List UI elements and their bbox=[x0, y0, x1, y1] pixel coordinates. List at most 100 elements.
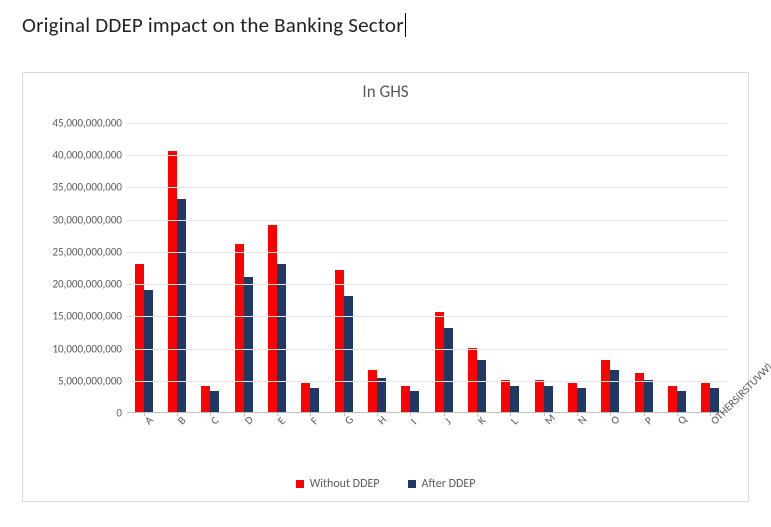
bar-layer: ABCDEFGHIJKLMNOPQOTHERS(RSTUVW) bbox=[127, 123, 727, 412]
x-axis-tick-label: J bbox=[442, 416, 454, 428]
legend: Without DDEP After DDEP bbox=[23, 477, 748, 491]
x-axis-tick bbox=[210, 412, 211, 416]
y-axis-tick-label: 15,000,000,000 bbox=[22, 310, 122, 323]
bar bbox=[268, 225, 277, 412]
x-axis-tick bbox=[577, 412, 578, 416]
legend-label-without-ddep: Without DDEP bbox=[310, 477, 380, 491]
x-axis-tick bbox=[277, 412, 278, 416]
gridline bbox=[127, 155, 727, 156]
y-axis-tick-label: 25,000,000,000 bbox=[22, 245, 122, 258]
x-axis-tick-label: E bbox=[275, 414, 288, 427]
x-axis-tick bbox=[344, 412, 345, 416]
bar-group: M bbox=[527, 380, 560, 412]
bar bbox=[344, 296, 353, 412]
x-axis-tick bbox=[644, 412, 645, 416]
bar bbox=[435, 312, 444, 412]
x-axis-tick bbox=[410, 412, 411, 416]
y-axis-tick-label: 0 bbox=[22, 407, 122, 420]
x-axis-tick bbox=[444, 412, 445, 416]
y-axis-tick-label: 5,000,000,000 bbox=[22, 374, 122, 387]
bar-group: G bbox=[327, 270, 360, 412]
bar bbox=[544, 386, 553, 412]
x-axis-tick bbox=[244, 412, 245, 416]
x-axis-tick bbox=[477, 412, 478, 416]
y-axis-tick-label: 45,000,000,000 bbox=[22, 117, 122, 130]
legend-swatch-without-ddep bbox=[296, 480, 304, 488]
x-axis-tick-label: F bbox=[308, 414, 321, 427]
x-axis-tick bbox=[710, 412, 711, 416]
bar bbox=[644, 380, 653, 412]
x-axis-tick-label: I bbox=[408, 416, 419, 427]
bar bbox=[701, 383, 710, 412]
y-axis-tick-label: 35,000,000,000 bbox=[22, 181, 122, 194]
bar-group: I bbox=[394, 386, 427, 412]
bar-group: O bbox=[594, 360, 627, 412]
bar-group: J bbox=[427, 312, 460, 412]
x-axis-tick bbox=[177, 412, 178, 416]
bar bbox=[144, 290, 153, 412]
bar-group: P bbox=[627, 373, 660, 412]
gridline bbox=[127, 349, 727, 350]
gridline bbox=[127, 220, 727, 221]
bar bbox=[210, 391, 219, 412]
bar-group: H bbox=[360, 370, 393, 412]
bar bbox=[601, 360, 610, 412]
page-root: Original DDEP impact on the Banking Sect… bbox=[0, 0, 771, 527]
bar-group: L bbox=[494, 380, 527, 412]
plot-area: ABCDEFGHIJKLMNOPQOTHERS(RSTUVW) 05,000,0… bbox=[127, 123, 727, 413]
bar bbox=[677, 391, 686, 412]
bar-group: A bbox=[127, 264, 160, 412]
gridline bbox=[127, 123, 727, 124]
legend-item-after-ddep: After DDEP bbox=[408, 477, 476, 491]
bar-group: OTHERS(RSTUVW) bbox=[694, 383, 727, 412]
chart-title: In GHS bbox=[23, 73, 748, 102]
x-axis-tick-label: L bbox=[508, 415, 520, 427]
page-title: Original DDEP impact on the Banking Sect… bbox=[22, 12, 404, 38]
bar bbox=[501, 380, 510, 412]
bar-group: D bbox=[227, 244, 260, 412]
bar bbox=[168, 151, 177, 412]
bar bbox=[610, 370, 619, 412]
bar bbox=[301, 383, 310, 412]
bar bbox=[401, 386, 410, 412]
y-axis-tick-label: 20,000,000,000 bbox=[22, 278, 122, 291]
y-axis-tick-label: 10,000,000,000 bbox=[22, 342, 122, 355]
legend-label-after-ddep: After DDEP bbox=[422, 477, 476, 491]
legend-swatch-after-ddep bbox=[408, 480, 416, 488]
bar bbox=[244, 277, 253, 412]
x-axis-tick bbox=[310, 412, 311, 416]
gridline bbox=[127, 381, 727, 382]
gridline bbox=[127, 284, 727, 285]
bar bbox=[477, 360, 486, 412]
x-axis-tick bbox=[677, 412, 678, 416]
x-axis-tick bbox=[144, 412, 145, 416]
bar bbox=[135, 264, 144, 412]
bar-group: F bbox=[294, 383, 327, 412]
bar bbox=[510, 386, 519, 412]
gridline bbox=[127, 316, 727, 317]
bar bbox=[201, 386, 210, 412]
gridline bbox=[127, 187, 727, 188]
bar bbox=[444, 328, 453, 412]
bar bbox=[310, 388, 319, 412]
bar-group: C bbox=[194, 386, 227, 412]
page-title-row: Original DDEP impact on the Banking Sect… bbox=[22, 12, 749, 38]
y-axis-tick-label: 30,000,000,000 bbox=[22, 213, 122, 226]
bar bbox=[235, 244, 244, 412]
bar bbox=[368, 370, 377, 412]
text-cursor-icon bbox=[405, 13, 406, 37]
bar bbox=[577, 388, 586, 412]
bar bbox=[668, 386, 677, 412]
bar-group: N bbox=[560, 383, 593, 412]
bar bbox=[568, 383, 577, 412]
chart-container: In GHS ABCDEFGHIJKLMNOPQOTHERS(RSTUVW) 0… bbox=[22, 72, 749, 502]
x-axis-tick bbox=[377, 412, 378, 416]
x-axis-tick bbox=[610, 412, 611, 416]
y-axis-tick-label: 40,000,000,000 bbox=[22, 149, 122, 162]
bar-group: B bbox=[160, 151, 193, 412]
bar bbox=[377, 378, 386, 412]
bar bbox=[410, 391, 419, 412]
bar bbox=[335, 270, 344, 412]
x-axis-tick bbox=[544, 412, 545, 416]
bar-group: E bbox=[260, 225, 293, 412]
